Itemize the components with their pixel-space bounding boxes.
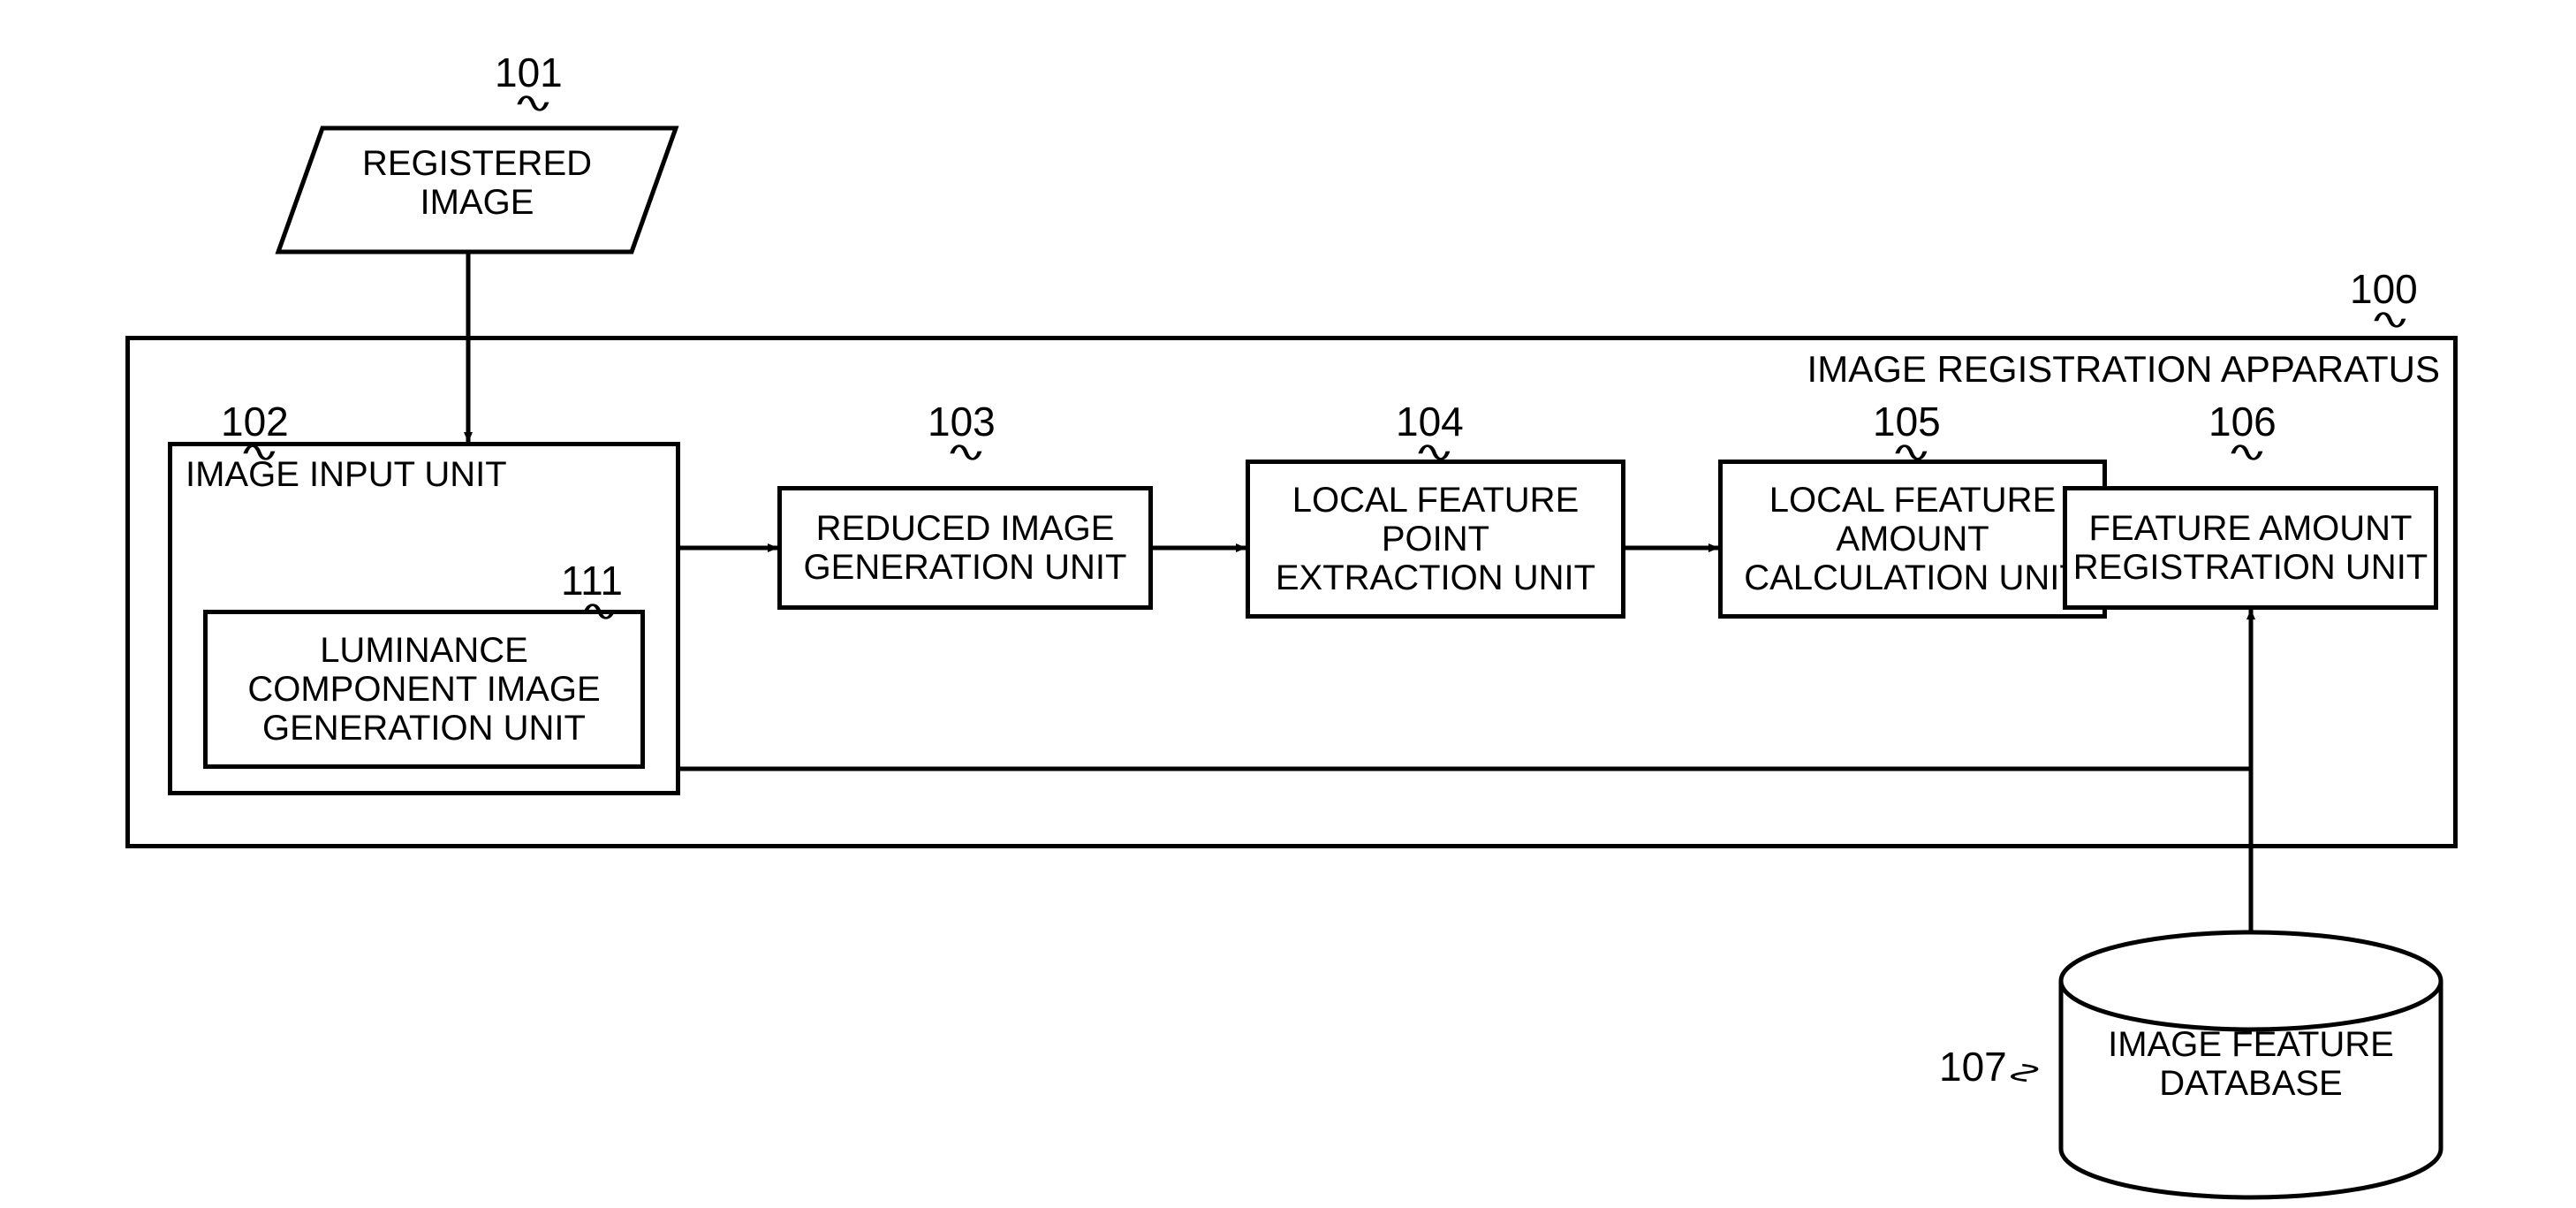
tilde-111: ∿ (578, 594, 621, 627)
local-feature-amount-label: LOCAL FEATURE AMOUNT CALCULATION UNIT (1744, 481, 2081, 597)
tilde-107: ∿ (1996, 1061, 2056, 1085)
tilde-100: ∿ (2368, 302, 2412, 336)
apparatus-label: IMAGE REGISTRATION APPARATUS (1807, 348, 2440, 391)
feature-amount-registration-label: FEATURE AMOUNT REGISTRATION UNIT (2073, 509, 2428, 587)
tilde-102: ∿ (238, 435, 281, 468)
luminance-label: LUMINANCE COMPONENT IMAGE GENERATION UNI… (247, 631, 600, 748)
luminance-block: LUMINANCE COMPONENT IMAGE GENERATION UNI… (203, 610, 645, 769)
database-label: IMAGE FEATURE DATABASE (2061, 1025, 2441, 1103)
registered-image-label: REGISTERED IMAGE (300, 144, 654, 222)
tilde-104: ∿ (1413, 435, 1456, 468)
tilde-105: ∿ (1890, 435, 1933, 468)
diagram-canvas: IMAGE REGISTRATION APPARATUS REGISTERED … (0, 0, 2576, 1208)
tilde-101: ∿ (511, 86, 555, 119)
tilde-103: ∿ (944, 435, 988, 468)
tilde-106: ∿ (2225, 435, 2269, 468)
local-feature-point-block: LOCAL FEATURE POINT EXTRACTION UNIT (1246, 460, 1625, 619)
local-feature-amount-block: LOCAL FEATURE AMOUNT CALCULATION UNIT (1718, 460, 2107, 619)
local-feature-point-label: LOCAL FEATURE POINT EXTRACTION UNIT (1276, 481, 1595, 597)
reduced-image-block: REDUCED IMAGE GENERATION UNIT (777, 486, 1153, 610)
reduced-image-label: REDUCED IMAGE GENERATION UNIT (804, 509, 1127, 587)
feature-amount-registration-block: FEATURE AMOUNT REGISTRATION UNIT (2063, 486, 2438, 610)
image-input-unit-label: IMAGE INPUT UNIT (186, 455, 507, 494)
